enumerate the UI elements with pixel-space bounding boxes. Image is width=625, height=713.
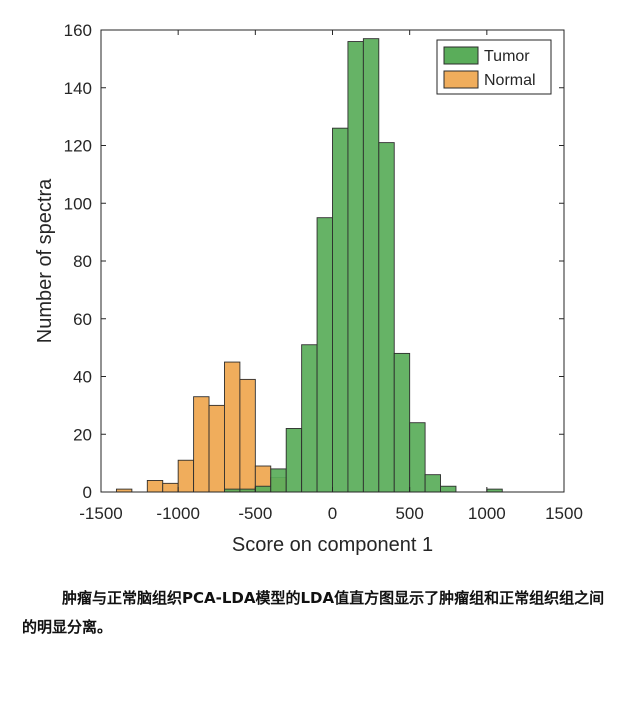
tumor-bar	[378, 142, 395, 493]
x-tick-label: -1000	[156, 504, 199, 523]
tumor-bar	[393, 352, 411, 493]
y-tick-label: 0	[83, 483, 92, 502]
plot-frame	[100, 29, 565, 493]
tumor-bar	[270, 468, 287, 493]
y-axis-ticks: 0 20 40 60 80 100 120 140 160	[64, 21, 564, 502]
tumor-bar	[285, 428, 303, 493]
normal-bar	[239, 378, 256, 493]
normal-bar	[146, 480, 164, 493]
y-tick-label: 100	[64, 194, 92, 213]
y-tick-label: 140	[64, 79, 92, 98]
x-tick-label: 1500	[545, 504, 583, 523]
x-tick-label: 1000	[468, 504, 506, 523]
normal-bar	[208, 404, 225, 493]
figure-caption: 肿瘤与正常脑组织PCA-LDA模型的LDA值直方图显示了肿瘤组和正常组织组之间的…	[22, 589, 605, 636]
normal-bar	[224, 361, 241, 493]
x-axis-label: Score on component 1	[232, 534, 433, 556]
chart-svg: -1500 -1000 -500 0 500 1000 1500 0 20 40 60 80 100 1…	[34, 21, 583, 556]
y-tick-label: 160	[64, 21, 92, 40]
x-tick-label: 500	[395, 504, 423, 523]
x-axis-ticks: -1500 -1000 -500 0 500 1000 1500	[79, 30, 583, 523]
histogram-chart: -1500 -1000 -500 0 500 1000 1500 0 20 40 60 80 100 1…	[34, 21, 583, 556]
tumor-bar	[332, 127, 349, 493]
y-axis-label: Number of spectra	[34, 178, 56, 343]
x-tick-label: 0	[328, 504, 337, 523]
legend-swatch-normal	[443, 70, 479, 89]
y-tick-label: 80	[73, 252, 92, 271]
tumor-bars	[224, 38, 503, 493]
normal-bar	[193, 396, 210, 493]
y-tick-label: 40	[73, 368, 92, 387]
normal-bar	[177, 459, 195, 493]
y-tick-label: 120	[64, 137, 92, 156]
normal-bar	[162, 482, 179, 493]
legend-swatch-tumor	[443, 46, 479, 65]
y-tick-label: 60	[73, 310, 92, 329]
x-tick-label: -500	[238, 504, 272, 523]
legend: Tumor Normal	[436, 39, 552, 95]
tumor-bar	[316, 217, 333, 493]
normal-bars	[115, 361, 287, 493]
tumor-bar	[409, 422, 426, 493]
x-tick-label: -1500	[79, 504, 122, 523]
tumor-bar	[440, 485, 457, 493]
tumor-bar	[424, 474, 441, 493]
legend-label-normal: Normal	[484, 72, 536, 89]
legend-label-tumor: Tumor	[484, 48, 530, 65]
y-tick-label: 20	[73, 425, 92, 444]
tumor-bar	[301, 344, 318, 493]
tumor-bar	[362, 38, 380, 493]
tumor-bar	[347, 41, 364, 493]
tumor-bar	[254, 485, 272, 493]
